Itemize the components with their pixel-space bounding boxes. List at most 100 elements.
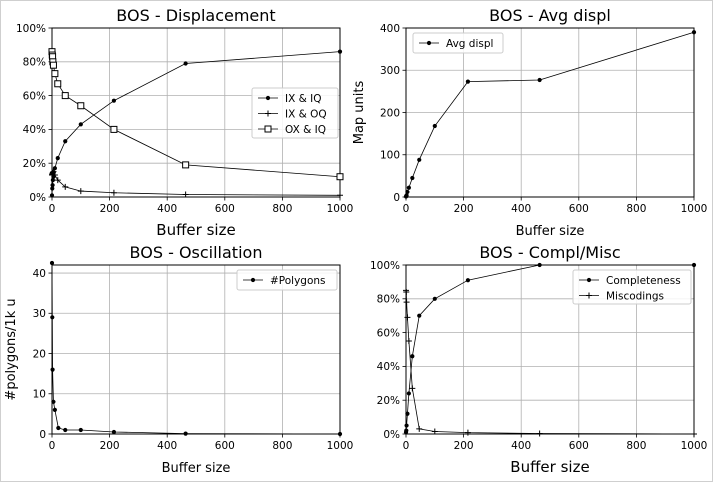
data-point [78,122,83,127]
x-tick-label: 400 [511,440,531,452]
x-tick-label: 200 [100,440,120,452]
legend: #Polygons [236,269,338,291]
x-tick-label: 400 [157,440,177,452]
x-tick-label: 400 [157,203,177,215]
data-point [431,428,438,435]
data-point [50,315,55,320]
data-point [337,192,343,199]
series-line [405,31,695,197]
x-tick-label: 800 [626,440,646,452]
legend-box [236,269,338,291]
data-point [409,385,416,392]
x-tick-label: 200 [100,203,120,215]
legend-marker [265,110,271,117]
data-point [417,157,422,162]
data-point [336,173,344,181]
y-axis-label: Map units [352,81,367,145]
series-#Polygons [49,260,343,437]
x-axis-label: Buffer size [156,221,235,239]
y-tick-label: 80% [23,57,46,69]
chart-2: 0 200 400 600 800 1000 0 10 20 30 40 BOS - Oscillat… [4,243,353,476]
data-point [182,191,189,198]
y-tick-label: 0 [39,429,46,441]
legend-marker [265,95,271,101]
chart-title: BOS - Compl/Misc [479,243,620,262]
y-tick-label: 100% [16,23,46,35]
data-point [62,183,69,190]
series-Completeness [403,262,697,435]
data-point [465,278,471,283]
series-line [51,170,341,196]
legend-marker [586,277,592,283]
y-tick-label: 80% [377,294,400,306]
data-point [77,102,85,110]
data-point [403,299,410,306]
y-tick-label: 0% [29,192,46,204]
legend-label: Miscodings [606,290,664,302]
series-Avg displ [403,30,697,199]
data-point [536,430,543,437]
y-tick-label: 100 [380,150,400,162]
y-axis-label: #polygons/1k u [4,298,19,400]
x-tick-label: 800 [272,203,292,215]
data-point [691,30,697,35]
chart-1: 0 200 400 600 800 1000 0 100 200 300 400 BOS - Avg … [352,6,707,239]
series-IX & OQ [49,168,343,199]
y-tick-label: 10 [33,389,46,401]
data-point [537,262,542,268]
data-point [403,289,410,296]
x-axis-label: Buffer size [510,458,589,476]
data-point [691,262,697,268]
data-point [54,177,61,184]
data-point [405,411,410,416]
x-tick-label: 200 [454,203,474,215]
x-tick-label: 1000 [327,440,354,452]
data-point [50,178,55,183]
data-point [110,189,117,196]
y-tick-label: 60% [377,327,400,339]
data-point [404,428,409,433]
y-tick-label: 200 [380,107,400,119]
y-tick-label: 60% [23,90,46,102]
data-point [63,139,68,144]
x-tick-label: 0 [49,203,56,215]
data-point [464,429,471,436]
y-tick-label: 0% [383,429,400,441]
data-point [417,313,422,318]
data-point [182,161,190,169]
legend-label: Avg displ [446,38,493,50]
x-tick-label: 600 [215,440,235,452]
legend-box [412,32,504,54]
chart-title: BOS - Avg displ [489,6,611,25]
data-point [404,423,409,428]
y-tick-label: 100% [370,260,400,272]
y-tick-label: 30 [33,308,46,320]
x-tick-label: 800 [272,440,292,452]
legend-label: OX & IQ [285,124,326,136]
data-point [404,314,411,321]
legend-label: #Polygons [270,275,326,287]
data-point [410,175,415,181]
x-tick-label: 400 [511,203,531,215]
x-tick-label: 600 [215,203,235,215]
data-point [410,354,415,359]
data-point [52,407,57,412]
data-point [416,425,423,432]
data-point [110,125,118,133]
data-point [63,427,68,433]
data-point [49,61,57,69]
data-point [51,399,56,404]
data-point [51,172,58,179]
x-tick-label: 600 [569,203,589,215]
data-point [111,98,117,103]
series-Miscodings [403,287,697,437]
data-point [50,186,55,191]
data-point [404,193,409,198]
legend: IX & IQ IX & OQ OX & IQ [251,87,339,139]
x-tick-label: 1000 [681,440,708,452]
data-point [406,391,411,396]
y-tick-label: 40 [33,268,46,280]
data-point [51,70,59,78]
x-tick-label: 1000 [327,203,354,215]
